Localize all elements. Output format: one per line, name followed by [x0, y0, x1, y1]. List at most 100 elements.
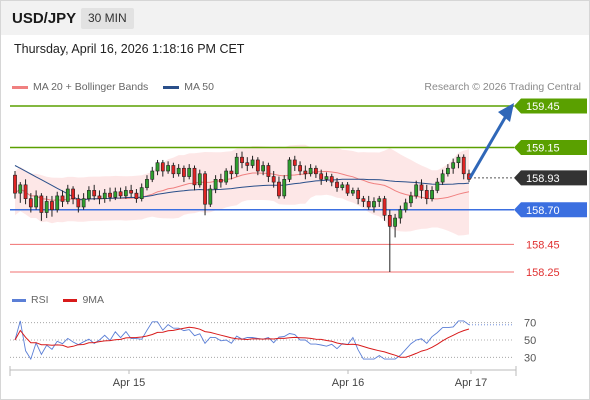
candle-body [451, 162, 456, 169]
candle [76, 194, 81, 213]
candle-body [13, 174, 17, 194]
candle [430, 186, 434, 202]
candle [308, 164, 313, 177]
candle-body [50, 201, 54, 211]
candle [118, 187, 123, 199]
candle [398, 205, 403, 224]
candle-body [123, 190, 128, 197]
candle [445, 164, 450, 177]
candle [303, 165, 308, 180]
credit-text: Research © 2026 Trading Central [424, 81, 581, 93]
x-tick-label: Apr 15 [113, 377, 145, 389]
candle-body [255, 159, 260, 172]
candle-body [113, 191, 118, 198]
candle [350, 187, 355, 196]
legend-label-ma20: MA 20 + Bollinger Bands [33, 81, 149, 93]
candle [55, 191, 60, 213]
candle-body [340, 184, 345, 188]
candle [108, 187, 112, 202]
candle-body [298, 165, 302, 172]
candle [234, 153, 239, 177]
candle-body [65, 188, 70, 202]
levels-layer [10, 105, 514, 273]
candle-body [387, 214, 392, 227]
x-tick-label: Apr 16 [332, 377, 364, 389]
candle [340, 182, 345, 191]
candle [102, 189, 107, 203]
legend-item-rsi: RSI [12, 294, 49, 306]
candle-body [424, 190, 429, 199]
bollinger-band-layer [15, 144, 469, 236]
candle [366, 195, 371, 210]
candle-body [445, 167, 450, 175]
candle [139, 183, 144, 202]
candle [50, 195, 54, 217]
candle-body [34, 195, 39, 208]
projection-layer [468, 103, 514, 179]
timeframe-button[interactable]: 30 MIN [81, 8, 134, 29]
candle [261, 161, 266, 176]
candle-body [398, 209, 403, 219]
candle [18, 182, 23, 203]
candle-body [319, 173, 324, 180]
candle [150, 166, 155, 183]
candle [92, 184, 97, 201]
candle [377, 195, 382, 207]
candle [23, 179, 28, 205]
candle-body [176, 167, 181, 175]
candle [203, 171, 207, 216]
legend-item-9ma: 9MA [63, 294, 104, 306]
candle-body [203, 173, 207, 205]
projection-arrow-head [498, 103, 514, 122]
candle-body [245, 162, 250, 166]
candle-body [382, 198, 387, 216]
candle [403, 198, 408, 213]
candle-body [92, 190, 97, 197]
candle [409, 191, 413, 207]
symbol-label: USD/JPY [12, 10, 77, 27]
candle [229, 165, 234, 180]
legend-label-rsi: RSI [31, 294, 49, 306]
candle [160, 159, 165, 177]
candle-body [335, 181, 339, 188]
candle [266, 162, 271, 183]
candle-body [409, 195, 413, 204]
candle-body [97, 195, 102, 199]
candle [113, 187, 118, 201]
candle-body [118, 191, 123, 197]
level-tag-159-45 [514, 98, 587, 114]
candle [335, 177, 339, 192]
level-label-159-45: 159.45 [526, 101, 560, 113]
candle [71, 186, 75, 205]
candle-body [329, 176, 334, 183]
candle-body [224, 170, 229, 183]
candle [361, 195, 366, 207]
candle-body [234, 156, 239, 175]
candle [219, 173, 223, 188]
candle [97, 190, 102, 205]
candle-body [435, 181, 440, 191]
candle-body [182, 167, 186, 177]
candle [208, 184, 213, 207]
rsi-layer: 70 50 30 [10, 318, 536, 364]
candle-body [271, 176, 276, 183]
candle-body [155, 162, 160, 172]
level-tag-159-15 [514, 140, 587, 155]
rsi-tick-label: 50 [524, 335, 536, 347]
legend-label-ma50: MA 50 [184, 81, 214, 93]
candle [34, 190, 39, 210]
candle [461, 154, 466, 180]
candle [166, 161, 170, 174]
candle [440, 169, 445, 185]
level-label-158-93: 158.93 [526, 173, 560, 185]
rsi-tick-label: 30 [524, 352, 536, 364]
candle-body [208, 188, 213, 205]
candle [176, 164, 181, 177]
candle-body [150, 170, 155, 180]
candle [424, 184, 429, 205]
level-tag-158-70 [514, 202, 587, 218]
level-label-158-70: 158.70 [526, 205, 560, 217]
candle-body [192, 167, 197, 186]
candle-body [108, 192, 112, 198]
